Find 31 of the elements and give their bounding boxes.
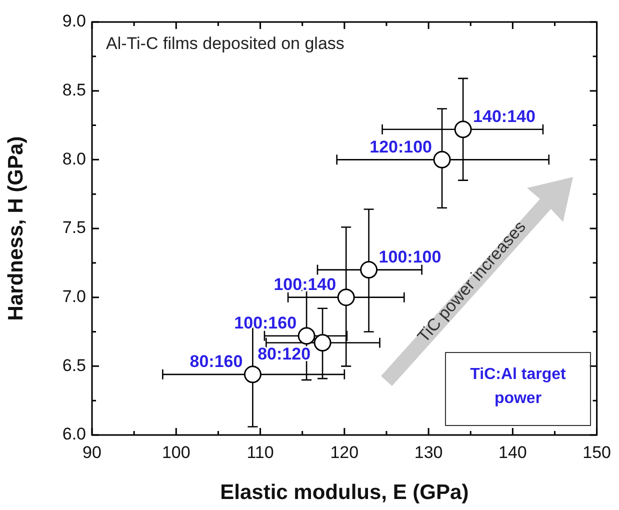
- y-tick-label: 7.5: [62, 218, 86, 238]
- data-label: 140:140: [473, 107, 536, 126]
- y-tick-label: 9.0: [62, 12, 86, 31]
- x-tick-label: 140: [498, 442, 527, 462]
- x-tick-label: 150: [582, 442, 612, 462]
- x-tick-label: 90: [82, 442, 102, 462]
- y-tick-label: 7.0: [62, 287, 86, 306]
- x-tick-label: 130: [414, 442, 443, 462]
- point: [314, 334, 332, 352]
- data-label: 100:160: [234, 314, 297, 333]
- point: [298, 327, 316, 345]
- data-label: 100:100: [378, 247, 442, 266]
- point: [360, 261, 378, 279]
- point: [433, 150, 451, 168]
- x-tick-label: 120: [330, 442, 359, 462]
- y-tick-label: 6.5: [62, 356, 86, 375]
- y-tick-label: 8.0: [62, 149, 86, 168]
- x-axis-title: Elastic modulus, E (GPa): [220, 481, 469, 504]
- data-label: 120:100: [370, 137, 432, 156]
- data-label: 80:160: [190, 352, 243, 372]
- data-label: 100:140: [274, 275, 336, 294]
- point: [337, 288, 355, 306]
- y-axis-title: Hardness, H (GPa): [4, 136, 28, 321]
- point: [454, 120, 472, 138]
- x-tick-label: 100: [162, 442, 190, 462]
- x-tick-label: 110: [246, 442, 274, 462]
- y-tick-label: 6.0: [62, 424, 86, 444]
- annotation: Al-Ti-C films deposited on glass: [106, 34, 344, 54]
- point: [244, 366, 262, 384]
- y-tick-label: 8.5: [62, 80, 86, 100]
- annotation: TiC:Al target power: [445, 352, 591, 426]
